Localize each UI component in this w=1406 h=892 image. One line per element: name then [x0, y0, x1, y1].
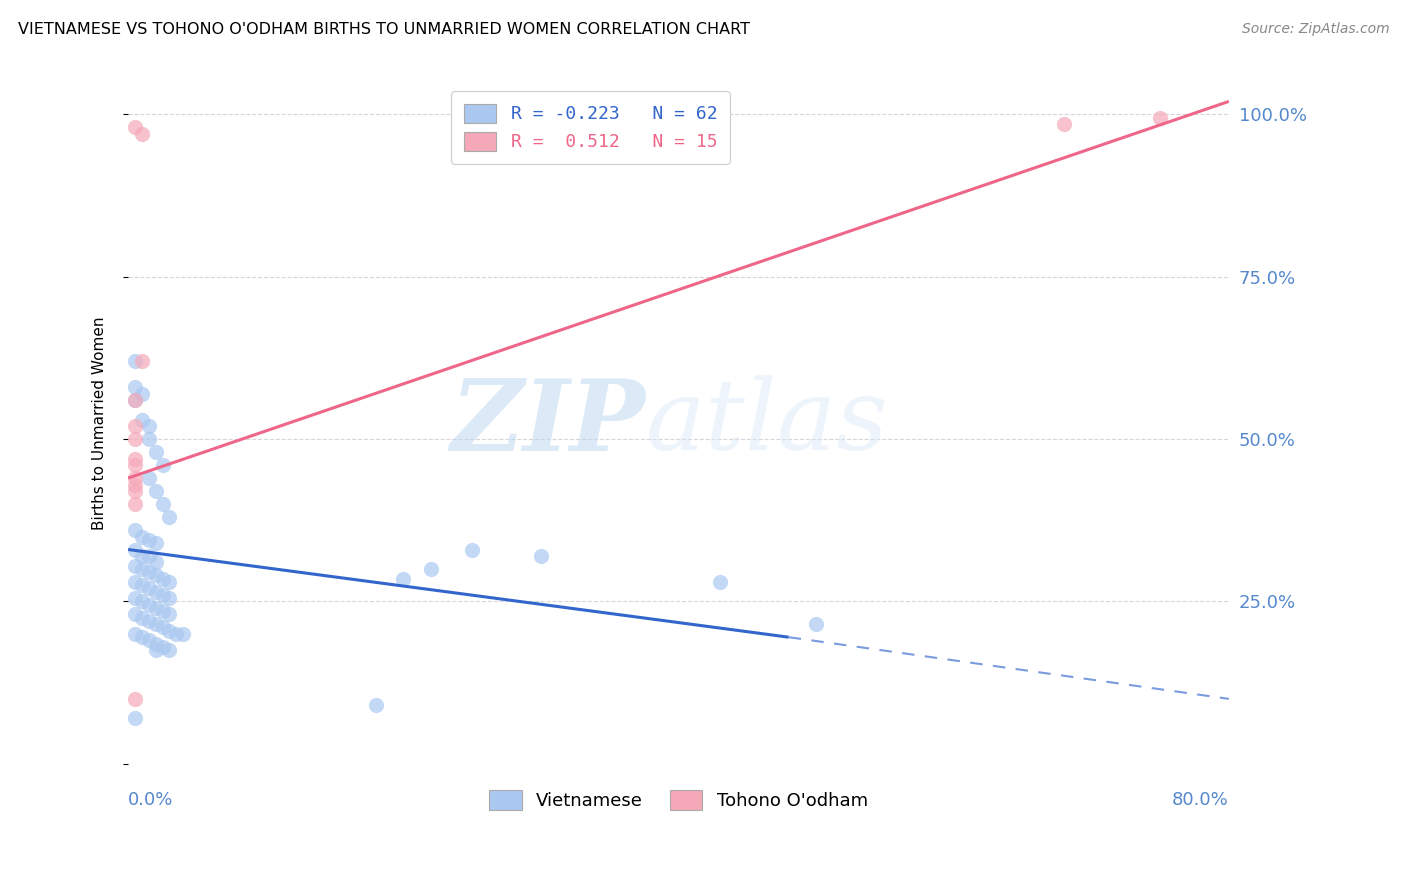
Point [138, 419, 160, 434]
Point [138, 549, 160, 563]
Point [131, 549, 153, 563]
Point [159, 643, 181, 657]
Point [145, 637, 167, 651]
Point [124, 120, 146, 135]
Legend: Vietnamese, Tohono O'odham: Vietnamese, Tohono O'odham [477, 778, 880, 823]
Text: Source: ZipAtlas.com: Source: ZipAtlas.com [1241, 22, 1389, 37]
Text: atlas: atlas [645, 376, 889, 470]
Point [124, 711, 146, 725]
Point [124, 558, 146, 573]
Point [124, 591, 146, 606]
Point [131, 529, 153, 543]
Point [138, 566, 160, 580]
Point [124, 627, 146, 641]
Point [392, 572, 415, 586]
Point [124, 354, 146, 368]
Point [124, 542, 146, 557]
Point [709, 574, 731, 589]
Point [131, 562, 153, 576]
Point [145, 643, 167, 657]
Point [131, 578, 153, 592]
Point [145, 617, 167, 632]
Point [159, 510, 181, 524]
Point [124, 523, 146, 537]
Point [152, 604, 174, 618]
Point [419, 562, 441, 576]
Point [138, 432, 160, 446]
Y-axis label: Births to Unmarried Women: Births to Unmarried Women [93, 316, 107, 530]
Point [145, 584, 167, 599]
Point [131, 412, 153, 426]
Point [152, 497, 174, 511]
Text: 80.0%: 80.0% [1173, 791, 1229, 809]
Text: 0.0%: 0.0% [128, 791, 173, 809]
Point [152, 640, 174, 654]
Point [131, 127, 153, 141]
Point [152, 588, 174, 602]
Point [124, 393, 146, 408]
Point [530, 549, 553, 563]
Point [1053, 117, 1076, 131]
Point [124, 497, 146, 511]
Point [152, 458, 174, 472]
Point [152, 572, 174, 586]
Point [131, 630, 153, 644]
Point [138, 533, 160, 547]
Point [138, 614, 160, 628]
Point [124, 380, 146, 394]
Point [124, 471, 146, 485]
Point [124, 458, 146, 472]
Point [159, 591, 181, 606]
Point [131, 354, 153, 368]
Point [152, 620, 174, 634]
Point [138, 598, 160, 612]
Text: VIETNAMESE VS TOHONO O'ODHAM BIRTHS TO UNMARRIED WOMEN CORRELATION CHART: VIETNAMESE VS TOHONO O'ODHAM BIRTHS TO U… [18, 22, 751, 37]
Point [124, 432, 146, 446]
Point [145, 601, 167, 615]
Point [124, 607, 146, 622]
Point [145, 445, 167, 459]
Point [1149, 111, 1171, 125]
Point [124, 484, 146, 499]
Point [145, 568, 167, 582]
Point [159, 624, 181, 638]
Point [124, 691, 146, 706]
Point [165, 627, 187, 641]
Point [124, 419, 146, 434]
Point [145, 536, 167, 550]
Text: ZIP: ZIP [450, 375, 645, 471]
Point [124, 393, 146, 408]
Point [124, 477, 146, 491]
Point [159, 574, 181, 589]
Point [138, 582, 160, 596]
Point [138, 471, 160, 485]
Point [364, 698, 387, 713]
Point [804, 617, 827, 632]
Point [131, 594, 153, 608]
Point [124, 574, 146, 589]
Point [131, 610, 153, 624]
Point [145, 556, 167, 570]
Point [124, 451, 146, 466]
Point [172, 627, 194, 641]
Point [159, 607, 181, 622]
Point [131, 386, 153, 401]
Point [461, 542, 484, 557]
Point [145, 484, 167, 499]
Point [138, 633, 160, 648]
